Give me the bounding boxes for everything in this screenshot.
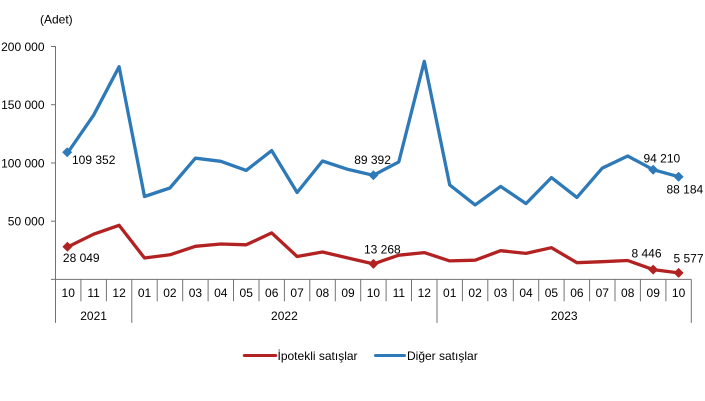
- svg-text:8 446: 8 446: [632, 247, 662, 261]
- svg-text:07: 07: [596, 286, 610, 300]
- svg-text:01: 01: [443, 286, 457, 300]
- svg-text:04: 04: [519, 286, 533, 300]
- svg-text:05: 05: [240, 286, 254, 300]
- svg-text:88 184: 88 184: [667, 183, 704, 197]
- svg-text:12: 12: [112, 286, 126, 300]
- svg-text:2023: 2023: [551, 309, 578, 323]
- svg-text:08: 08: [316, 286, 330, 300]
- svg-text:03: 03: [189, 286, 203, 300]
- svg-text:05: 05: [545, 286, 559, 300]
- svg-text:89 392: 89 392: [354, 153, 391, 167]
- svg-text:08: 08: [621, 286, 635, 300]
- svg-text:09: 09: [647, 286, 661, 300]
- svg-text:5 577: 5 577: [674, 251, 704, 265]
- svg-text:2021: 2021: [80, 309, 107, 323]
- svg-text:09: 09: [341, 286, 355, 300]
- svg-text:06: 06: [570, 286, 584, 300]
- svg-text:10: 10: [672, 286, 686, 300]
- svg-text:94 210: 94 210: [644, 151, 681, 165]
- svg-text:150 000: 150 000: [1, 98, 45, 112]
- svg-text:02: 02: [468, 286, 482, 300]
- svg-text:01: 01: [138, 286, 152, 300]
- svg-text:50 000: 50 000: [8, 215, 45, 229]
- svg-text:02: 02: [163, 286, 177, 300]
- svg-text:İpotekli satışlar: İpotekli satışlar: [278, 349, 358, 363]
- svg-text:200 000: 200 000: [1, 40, 45, 54]
- svg-text:10: 10: [367, 286, 381, 300]
- svg-text:Diğer satışlar: Diğer satışlar: [407, 349, 478, 363]
- svg-text:(Adet): (Adet): [40, 13, 73, 27]
- svg-text:12: 12: [418, 286, 432, 300]
- svg-text:28 049: 28 049: [63, 251, 100, 265]
- svg-text:109 352: 109 352: [72, 153, 116, 167]
- svg-text:04: 04: [214, 286, 228, 300]
- svg-text:07: 07: [290, 286, 304, 300]
- svg-text:100 000: 100 000: [1, 156, 45, 170]
- svg-text:11: 11: [393, 286, 406, 300]
- svg-text:03: 03: [494, 286, 508, 300]
- svg-text:11: 11: [87, 286, 100, 300]
- svg-text:06: 06: [265, 286, 279, 300]
- svg-text:10: 10: [62, 286, 76, 300]
- svg-text:2022: 2022: [271, 309, 298, 323]
- svg-text:13 268: 13 268: [364, 243, 401, 257]
